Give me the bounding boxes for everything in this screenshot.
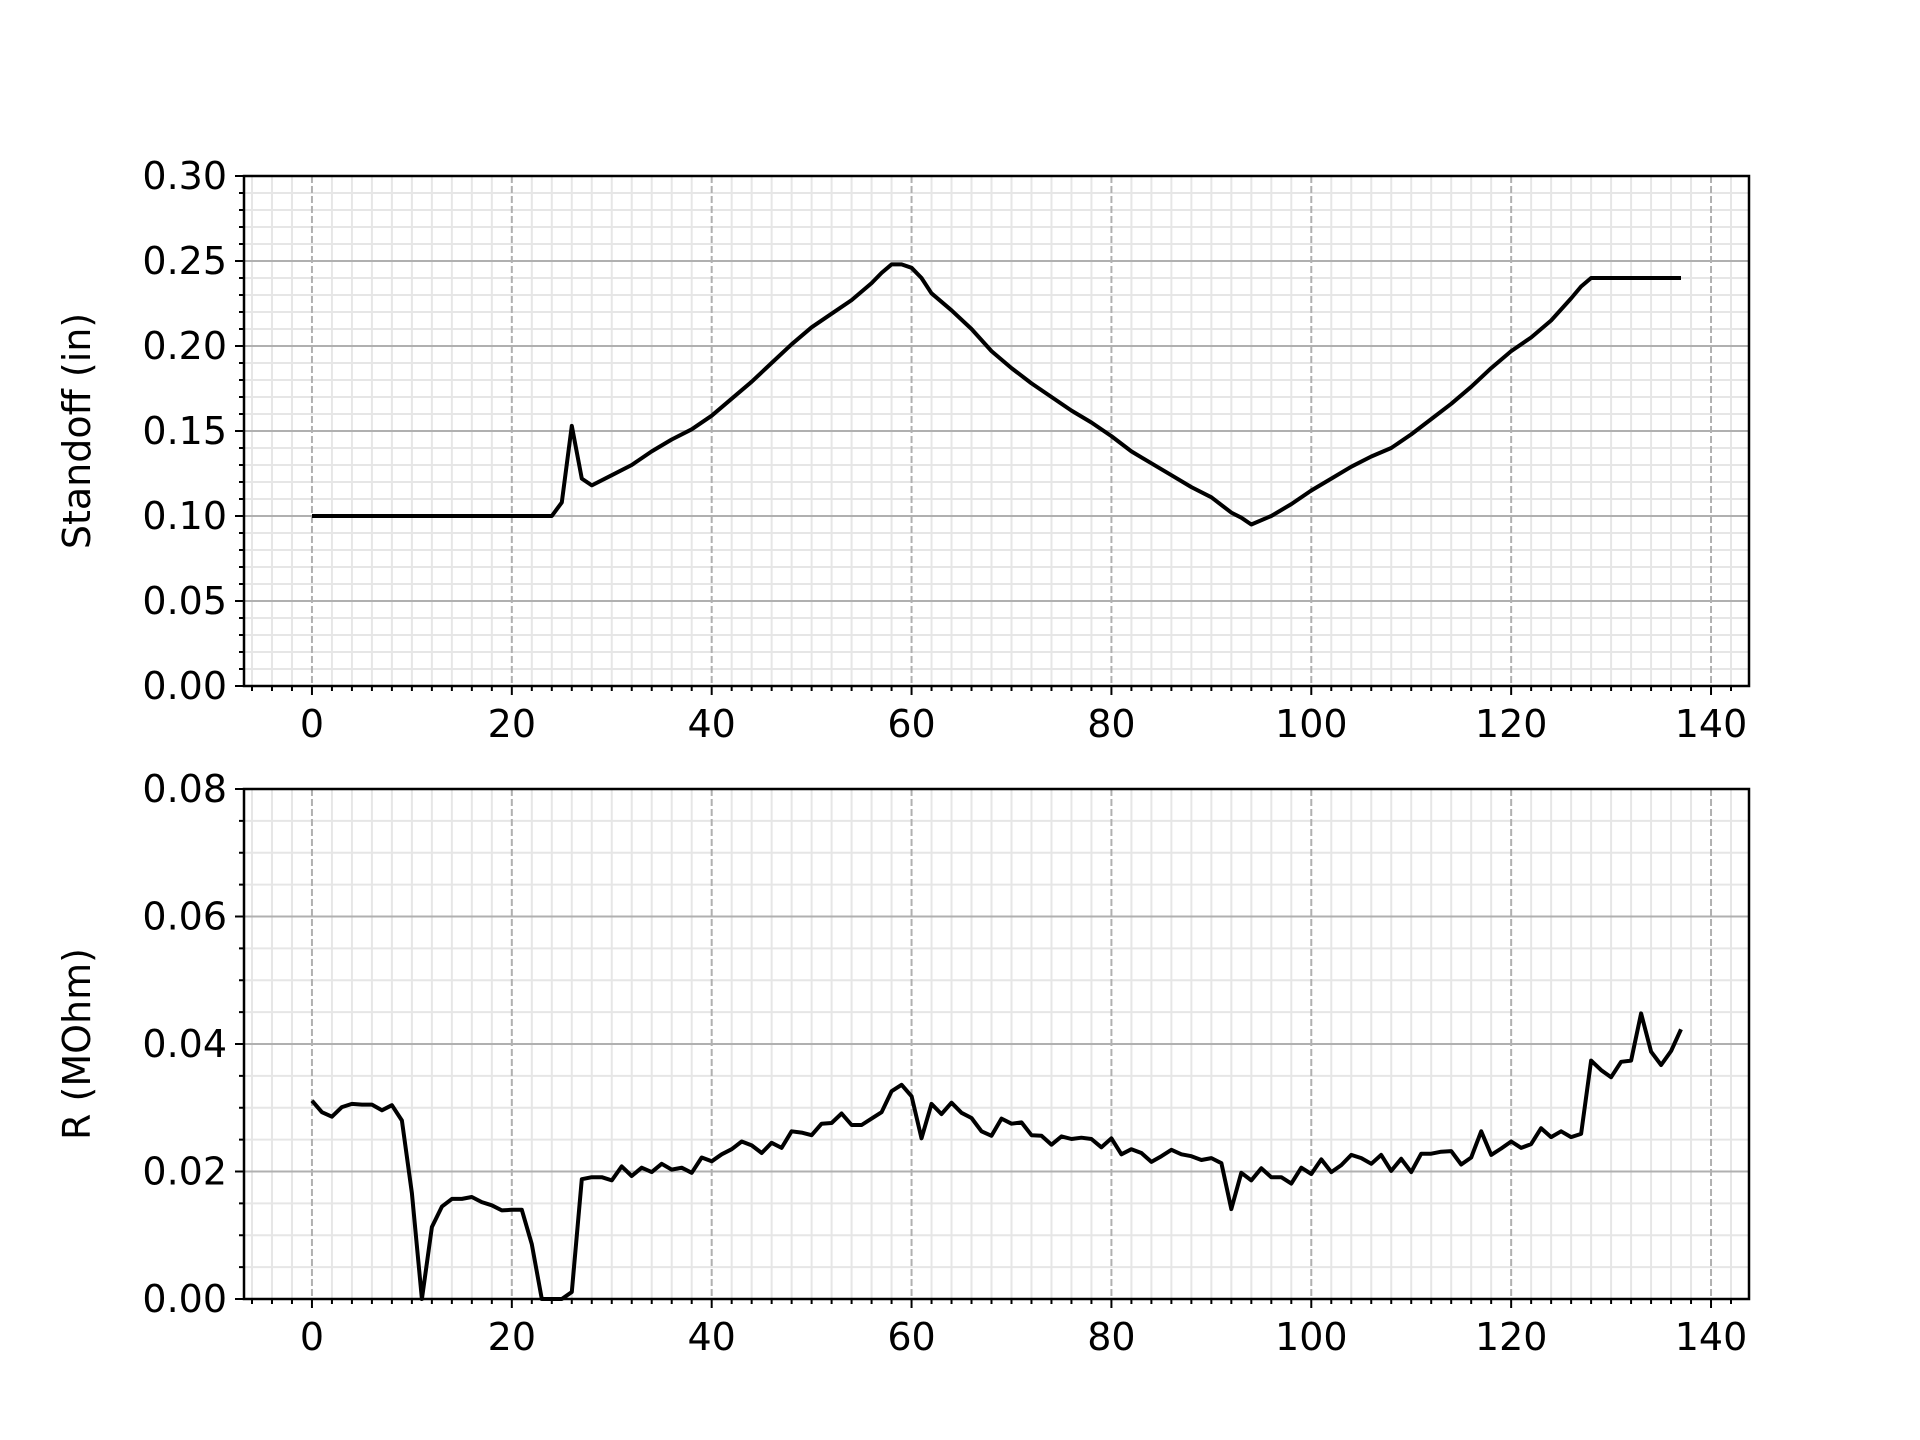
resistance-y-tick-label: 0.08 — [142, 767, 227, 811]
resistance-x-tick-label: 140 — [1675, 1315, 1748, 1359]
resistance-x-tick-label: 40 — [688, 1315, 736, 1359]
resistance-major-ticks — [235, 788, 1713, 1308]
standoff-y-tick-label: 0.10 — [142, 494, 227, 538]
resistance-x-tick-label: 100 — [1275, 1315, 1348, 1359]
standoff-x-tick-label: 20 — [488, 702, 536, 746]
standoff-x-tick-label: 80 — [1087, 702, 1135, 746]
standoff-tick-labels: 0 20 40 60 80 100 120 140 0.00 0.05 0.10 0.15 0.20 0.… — [142, 154, 1747, 746]
standoff-major-ticks — [235, 175, 1713, 695]
standoff-panel: 0 20 40 60 80 100 120 140 0.00 0.05 0.10 0.15 0.20 0.… — [55, 154, 1751, 746]
resistance-y-tick-label: 0.00 — [142, 1277, 227, 1321]
resistance-minor-ticks — [239, 819, 1733, 1304]
standoff-x-tick-label: 140 — [1675, 702, 1748, 746]
resistance-x-tick-label: 80 — [1087, 1315, 1135, 1359]
standoff-y-tick-label: 0.05 — [142, 579, 227, 623]
standoff-y-tick-label: 0.15 — [142, 409, 227, 453]
resistance-tick-labels: 0 20 40 60 80 100 120 140 0.00 0.02 0.04 0.06 0.08 — [142, 767, 1747, 1359]
standoff-series — [312, 262, 1681, 527]
standoff-y-tick-label: 0.20 — [142, 324, 227, 368]
resistance-series — [310, 1011, 1683, 1301]
standoff-x-tick-label: 60 — [887, 702, 935, 746]
resistance-plot-frame — [242, 787, 1751, 1301]
resistance-major-grid — [244, 788, 1749, 1300]
standoff-x-tick-label: 40 — [688, 702, 736, 746]
resistance-x-tick-label: 0 — [300, 1315, 324, 1359]
standoff-y-axis-label: Standoff (in) — [55, 313, 99, 549]
standoff-plot-frame — [242, 174, 1751, 688]
resistance-data-line — [310, 1011, 1683, 1301]
standoff-minor-ticks — [239, 192, 1733, 691]
resistance-y-tick-label: 0.04 — [142, 1022, 227, 1066]
standoff-x-tick-label: 120 — [1475, 702, 1548, 746]
standoff-y-tick-label: 0.25 — [142, 239, 227, 283]
resistance-y-tick-label: 0.06 — [142, 895, 227, 939]
standoff-data-line — [312, 262, 1681, 527]
standoff-x-tick-label: 100 — [1275, 702, 1348, 746]
standoff-major-grid — [244, 175, 1749, 687]
resistance-x-tick-label: 60 — [887, 1315, 935, 1359]
resistance-x-tick-label: 20 — [488, 1315, 536, 1359]
standoff-y-tick-label: 0.30 — [142, 154, 227, 198]
resistance-panel: 0 20 40 60 80 100 120 140 0.00 0.02 0.04 0.06 0.08 R… — [55, 767, 1751, 1359]
standoff-y-tick-label: 0.00 — [142, 664, 227, 708]
resistance-y-axis-label: R (MOhm) — [55, 948, 99, 1140]
standoff-x-tick-label: 0 — [300, 702, 324, 746]
resistance-y-tick-label: 0.02 — [142, 1150, 227, 1194]
resistance-x-tick-label: 120 — [1475, 1315, 1548, 1359]
